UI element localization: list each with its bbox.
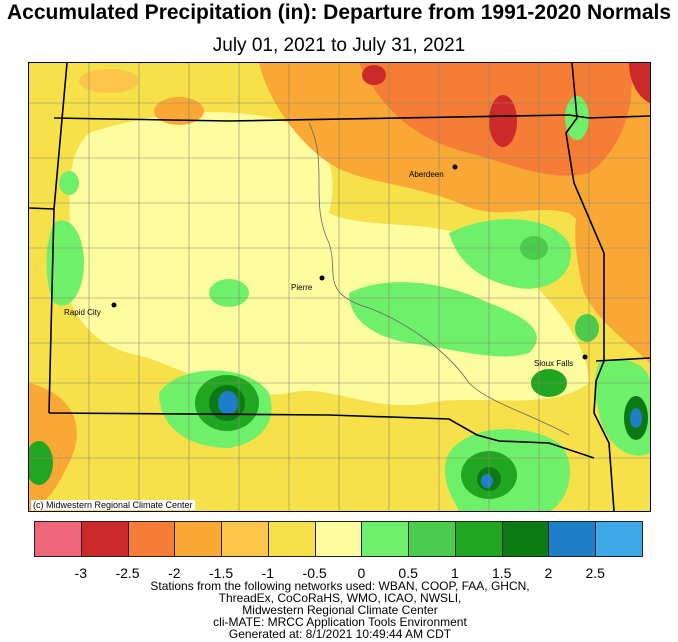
wet-region-northeast	[449, 219, 571, 289]
map-canvas: Aberdeen Pierre Rapid City Sioux Falls	[29, 63, 650, 511]
wet-spot-west-central	[209, 279, 249, 307]
legend-tick-label: 0	[357, 565, 366, 581]
city-pierre: Pierre	[291, 275, 325, 292]
color-legend	[34, 521, 643, 557]
city-aberdeen: Aberdeen	[409, 164, 458, 179]
footer-line-center: Midwestern Regional Climate Center	[242, 603, 438, 617]
orange-east-band	[575, 173, 650, 363]
date-range-subtitle: July 01, 2021 to July 31, 2021	[212, 35, 466, 56]
copyright-notice: (c) Midwestern Regional Climate Center	[31, 500, 195, 510]
precipitation-departure-map: Aberdeen Pierre Rapid City Sioux Falls (…	[28, 62, 651, 512]
legend-swatch	[267, 521, 316, 557]
wettest-spot-south-central	[218, 391, 238, 415]
dry-spot-northwest-2	[154, 97, 204, 125]
map-title: Accumulated Precipitation (in): Departur…	[6, 1, 672, 24]
city-rapid-city: Rapid City	[64, 302, 117, 317]
legend-swatch	[174, 521, 223, 557]
legend-tick-label: -1	[261, 565, 275, 581]
city-aberdeen-label: Aberdeen	[409, 170, 444, 179]
driest-spot-northeast	[629, 63, 650, 103]
legend-tick-label: -2.5	[115, 565, 140, 581]
wet-region-west	[46, 220, 84, 306]
footer-line-generated: Generated at: 8/1/2021 10:49:44 AM CDT	[228, 627, 452, 641]
footer-line-networks: Stations from the following networks use…	[150, 579, 530, 593]
city-sioux-falls-label: Sioux Falls	[534, 359, 573, 368]
legend-swatch	[127, 521, 176, 557]
legend-swatch	[314, 521, 363, 557]
legend-swatch	[501, 521, 550, 557]
dry-spot-north	[362, 65, 386, 85]
footer-line-networks-cont: ThreadEx, CoCoRaHS, WMO, ICAO, NWSLI,	[218, 591, 462, 605]
legend-tick-label: 2.5	[585, 565, 605, 581]
legend-swatch	[34, 521, 82, 557]
legend-tick-label: 0.5	[398, 565, 418, 581]
legend-swatch	[595, 521, 643, 557]
city-sioux-falls-dot	[582, 354, 588, 360]
city-sioux-falls: Sioux Falls	[534, 354, 588, 368]
dry-spot-northwest	[79, 69, 139, 93]
missouri-river	[308, 122, 570, 436]
legend-swatch	[454, 521, 503, 557]
legend-tick-label: -0.5	[302, 565, 327, 581]
wet-spot-near-sioux-falls	[575, 314, 599, 342]
legend-tick-label: -2	[168, 565, 181, 581]
city-aberdeen-dot	[452, 164, 458, 170]
legend-swatch	[221, 521, 269, 557]
state-boundaries	[29, 63, 650, 511]
wettest-spot-far-east	[630, 408, 642, 428]
legend-swatch	[408, 521, 456, 557]
wet-spot-southwest	[29, 441, 53, 485]
city-pierre-dot	[319, 275, 325, 281]
legend-swatch	[361, 521, 410, 557]
legend-swatch	[80, 521, 129, 557]
county-boundaries	[29, 63, 650, 511]
dry-spot-aberdeen	[489, 95, 517, 147]
wet-spot-northwest	[59, 171, 79, 195]
legend-tick-label: 2	[544, 565, 553, 581]
legend-tick-label: 1.5	[491, 565, 512, 581]
city-pierre-label: Pierre	[291, 283, 313, 292]
footer-notes: Stations from the following networks use…	[110, 580, 570, 640]
wettest-spot-southeast	[481, 474, 493, 488]
city-rapid-city-label: Rapid City	[64, 308, 101, 317]
city-rapid-city-dot	[111, 302, 117, 308]
legend-swatch	[548, 521, 597, 557]
legend-tick-label: -1.5	[209, 565, 234, 581]
footer-line-tool: cli-MATE: MRCC Application Tools Environ…	[213, 615, 467, 629]
legend-tick-label: -3	[74, 565, 87, 581]
wet-region-central	[349, 282, 537, 357]
legend-tick-label: 1	[451, 565, 459, 581]
legend-tick-labels: -3 -2.5 -2 -1.5 -1 -0.5 0 0.5 1 1.5 2 2.5	[34, 565, 642, 581]
